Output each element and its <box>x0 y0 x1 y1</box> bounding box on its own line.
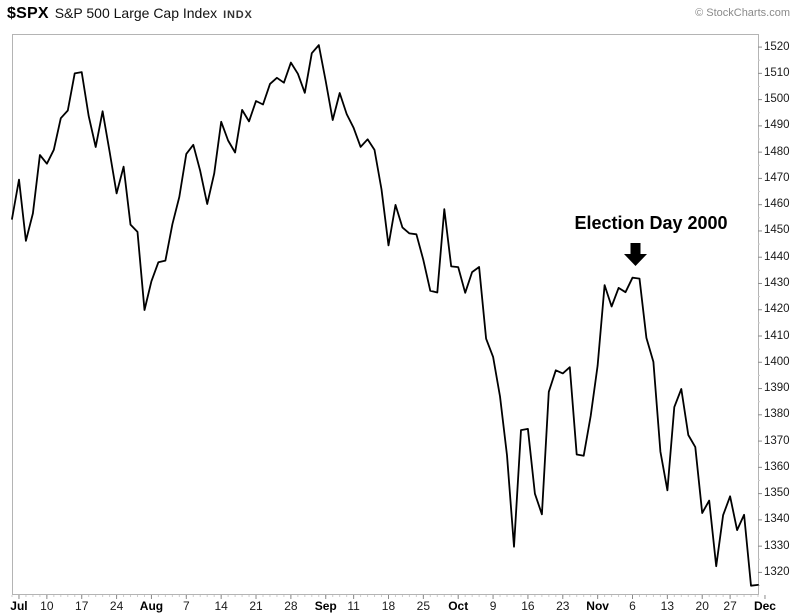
y-tick-label: 1440 <box>764 250 790 263</box>
x-tick-label: Dec <box>753 599 776 613</box>
x-tick-label: Oct <box>448 599 469 613</box>
x-tick-label: 28 <box>284 599 298 613</box>
x-tick-label: 21 <box>249 599 263 613</box>
y-tick-label: 1420 <box>764 303 790 316</box>
x-tick-label: 7 <box>182 599 190 613</box>
y-tick-label: 1380 <box>764 408 790 421</box>
y-tick-label: 1460 <box>764 198 790 211</box>
x-tick-label: 24 <box>109 599 124 613</box>
x-tick-label: 14 <box>214 599 228 613</box>
x-tick-label: 13 <box>660 599 675 613</box>
down-arrow-icon <box>624 243 647 266</box>
election-day-annotation: Election Day 2000 <box>574 213 728 233</box>
y-tick-label: 1500 <box>764 93 790 106</box>
y-tick-label: 1430 <box>764 276 790 289</box>
x-tick-label: 18 <box>381 599 396 613</box>
x-tick-label: Sep <box>314 599 337 613</box>
x-tick-label: 25 <box>416 599 431 613</box>
plot-border <box>12 34 759 595</box>
x-tick-label: Aug <box>139 599 164 613</box>
x-tick-label: 20 <box>695 599 709 613</box>
y-tick-label: 1370 <box>764 434 790 447</box>
x-tick-label: 23 <box>556 599 570 613</box>
y-tick-label: 1360 <box>764 460 790 473</box>
x-tick-label: 10 <box>40 599 54 613</box>
y-tick-label: 1470 <box>764 171 790 184</box>
spx-price-line <box>11 44 759 587</box>
y-tick-label: 1490 <box>764 119 790 132</box>
exchange-tag: INDX <box>223 9 253 21</box>
stockcharts-credit: © StockCharts.com <box>695 7 790 19</box>
x-tick-label: 6 <box>629 599 636 613</box>
y-tick-label: 1480 <box>764 145 790 158</box>
y-tick-label: 1350 <box>764 487 790 500</box>
y-tick-label: 1520 <box>764 40 790 53</box>
y-tick-label: 1410 <box>764 329 790 342</box>
chart-title: $SPX S&P 500 Large Cap Index INDX <box>7 5 253 23</box>
y-tick-label: 1450 <box>764 224 790 237</box>
x-tick-label: 16 <box>521 599 535 613</box>
y-tick-label: 1400 <box>764 355 790 368</box>
x-tick-label: Jul <box>10 599 28 613</box>
x-tick-label: 11 <box>347 599 360 613</box>
y-tick-label: 1330 <box>764 539 790 552</box>
index-name: S&P 500 Large Cap Index <box>54 5 218 21</box>
y-tick-label: 1320 <box>764 565 790 578</box>
y-tick-label: 1340 <box>764 513 790 526</box>
x-tick-label: 9 <box>489 599 497 613</box>
x-tick-label: 27 <box>723 599 737 613</box>
x-tick-label: 17 <box>75 599 89 613</box>
x-tick-label: Nov <box>586 599 609 613</box>
y-tick-label: 1390 <box>764 382 790 395</box>
y-tick-label: 1510 <box>764 66 790 79</box>
ticker-symbol: $SPX <box>7 5 49 22</box>
